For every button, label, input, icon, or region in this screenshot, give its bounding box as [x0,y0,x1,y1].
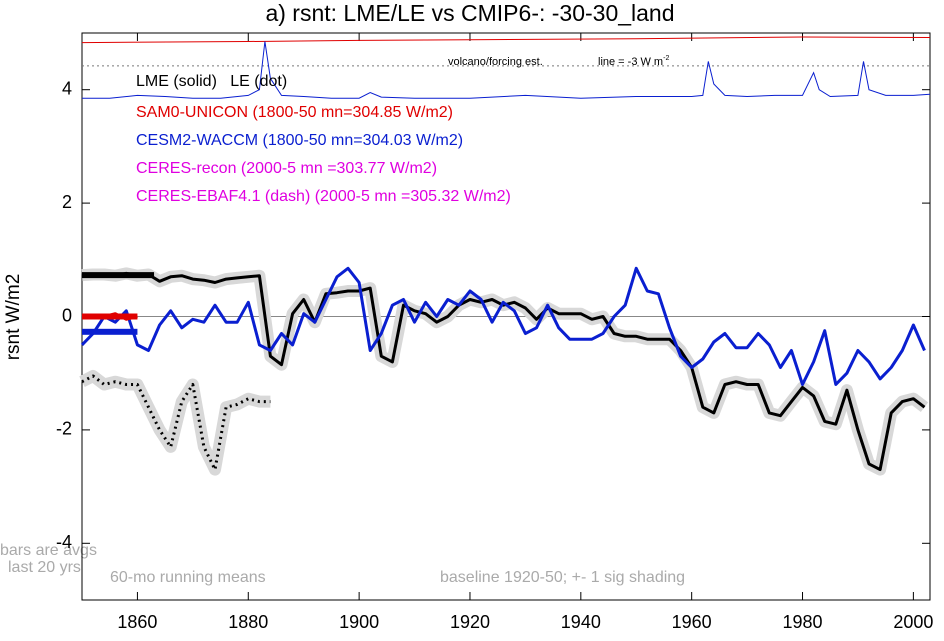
forcing-line [81,36,931,44]
y-tick-label: 2 [62,192,72,212]
avg-bar [82,313,138,320]
x-tick-label: 2000 [893,612,933,632]
annotation: last 20 yrs [8,559,81,576]
x-tick-label: 1980 [782,612,822,632]
legend-entry: CERES-EBAF4.1 (dash) (2000-5 mn =305.32 … [136,188,511,205]
annotation: line = -3 W m-2 [598,55,669,68]
avg-bar [82,272,155,279]
x-tick-label: 1920 [450,612,490,632]
legend-entry: LME (solid) LE (dot) [136,73,287,90]
y-tick-label: -2 [56,419,72,439]
annotation: 60-mo running means [110,569,266,586]
legend-entry: CESM2-WACCM (1800-50 mn=304.03 W/m2) [136,132,463,149]
x-tick-label: 1940 [561,612,601,632]
y-tick-label: -4 [56,532,72,552]
annotation-text: line = -3 W m [598,56,663,68]
sigma-shading [79,370,271,476]
y-tick-label: 4 [62,78,72,98]
annotation: baseline 1920-50; +- 1 sig shading [440,569,685,586]
annotation-sup: -2 [663,55,669,62]
annotation: bars are avgs [0,542,97,559]
legend-entry: SAM0-UNICON (1800-50 mn=304.85 W/m2) [136,104,453,121]
chart-title: a) rsnt: LME/LE vs CMIP6-: -30-30_land [265,0,674,26]
x-tick-label: 1860 [117,612,157,632]
x-tick-label: 1960 [672,612,712,632]
avg-bar [82,328,138,335]
annotation: volcano/forcing est. [448,56,543,68]
x-tick-label: 1900 [339,612,379,632]
y-tick-label: 0 [62,305,72,325]
forcing-line [82,41,931,99]
y-axis-label: rsnt W/m2 [3,274,24,361]
x-tick-label: 1880 [228,612,268,632]
legend-entry: CERES-recon (2000-5 mn =303.77 W/m2) [136,160,437,177]
series-line [80,266,926,386]
